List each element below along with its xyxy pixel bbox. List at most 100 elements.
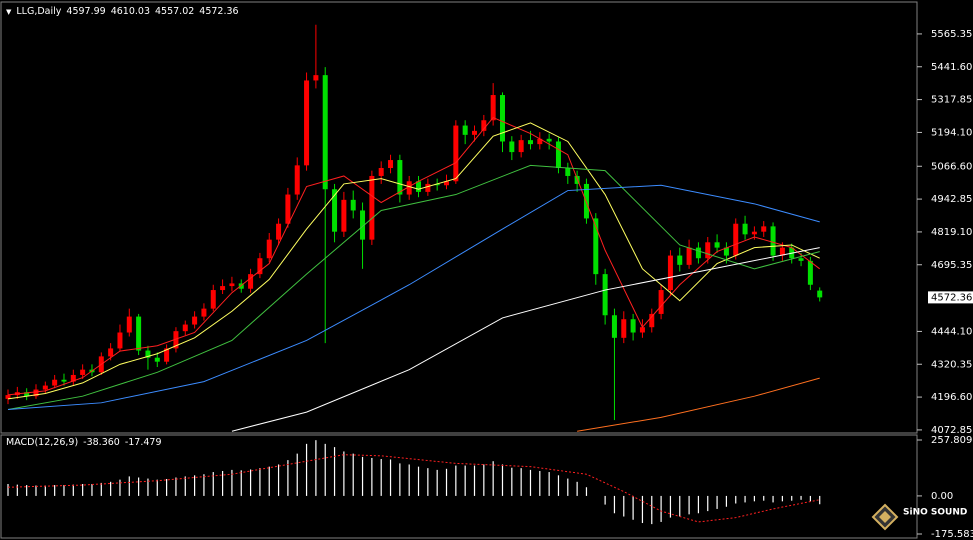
candle-body: [70, 374, 76, 382]
candle-body: [80, 369, 86, 375]
menu-arrow[interactable]: ▼: [6, 8, 12, 16]
candle-body: [117, 332, 123, 349]
y-tick-label: 257.809: [931, 435, 972, 446]
candle-body: [621, 319, 627, 338]
y-tick-label: 4320.35: [931, 359, 972, 370]
candle-body: [667, 255, 673, 291]
symbol: LLG,Daily: [16, 6, 62, 17]
main-frame: [0, 1, 918, 434]
candle-body: [444, 181, 450, 186]
candle-body: [406, 181, 412, 195]
candle-body: [220, 286, 226, 291]
watermark-logo: [871, 503, 899, 531]
y-tick-label: 4072.85: [931, 425, 972, 436]
moving-line: [7, 164, 820, 410]
candle-body: [677, 255, 683, 265]
candle-body: [397, 160, 403, 195]
y-tick-label: 4196.60: [931, 392, 972, 403]
candle-body: [742, 223, 748, 235]
y-tick-label: 5066.60: [931, 161, 972, 172]
candle-body: [61, 379, 67, 382]
candle-body: [723, 247, 729, 256]
candle-body: [369, 175, 375, 240]
candle-body: [779, 247, 785, 256]
candle-body: [322, 75, 328, 190]
ohlc-low: 4557.02: [155, 6, 195, 17]
candle-body: [266, 239, 272, 259]
y-tick-label: 4942.85: [931, 194, 972, 205]
ohlc-high: 4610.03: [110, 6, 150, 17]
candle-body: [462, 125, 468, 135]
candle-body: [695, 247, 701, 259]
candle-body: [285, 194, 291, 224]
candle-body: [304, 80, 310, 166]
y-tick-label: -175.583: [931, 529, 973, 540]
macd-title: MACD(12,26,9): [6, 437, 79, 448]
candle-body: [546, 138, 552, 142]
candle-body: [490, 95, 496, 121]
candle-body: [649, 313, 655, 328]
candle-body: [201, 308, 207, 317]
candle-body: [770, 226, 776, 256]
candle-body: [537, 138, 543, 145]
price-tag-box: [928, 291, 973, 304]
candle-body: [238, 283, 244, 289]
candle-body: [751, 231, 757, 235]
candle-body: [294, 165, 300, 195]
candle-body: [341, 199, 347, 232]
candle-body: [518, 140, 524, 153]
candle-body: [108, 348, 114, 357]
main-header: ▼ LLG,Daily 4597.99 4610.03 4557.02 4572.36: [6, 6, 244, 17]
candle-body: [229, 283, 235, 287]
macd-value: -38.360: [83, 437, 120, 448]
candle-body: [126, 316, 132, 333]
moving-line: [231, 247, 820, 432]
candle-body: [565, 168, 571, 176]
y-tick-label: 5441.60: [931, 62, 972, 73]
candle-body: [630, 319, 636, 333]
candle-body: [378, 168, 384, 176]
candle-body: [24, 392, 30, 397]
candle-body: [42, 385, 48, 390]
ohlc-close: 4572.36: [199, 6, 239, 17]
y-tick-label: 4819.10: [931, 227, 972, 238]
y-tick-label: 0.00: [931, 491, 953, 502]
price-tag: 4572.36: [931, 292, 972, 303]
candle-body: [164, 348, 170, 362]
candle-body: [453, 125, 459, 182]
candle-body: [416, 181, 422, 192]
candle-body: [313, 75, 319, 81]
candle-body: [52, 379, 58, 386]
candle-body: [714, 242, 720, 248]
candle-body: [555, 141, 561, 169]
candle-body: [593, 218, 599, 275]
candle-body: [499, 95, 505, 142]
candle-body: [798, 258, 804, 261]
candle-body: [733, 223, 739, 256]
candle-body: [33, 389, 39, 397]
candle-body: [658, 290, 664, 314]
candle-body: [425, 183, 431, 192]
candle-body: [173, 331, 179, 349]
candle-body: [807, 260, 813, 285]
candle-body: [276, 223, 282, 240]
candle-body: [154, 357, 160, 362]
candle-body: [639, 327, 645, 333]
candle-body: [5, 395, 11, 399]
candle-body: [332, 189, 338, 232]
watermark: SiNO SOUND: [903, 508, 967, 518]
ohlc-open: 4597.99: [66, 6, 106, 17]
candle-body: [350, 199, 356, 211]
moving-line: [7, 122, 820, 400]
signal-value: -17.479: [124, 437, 162, 448]
candle-body: [705, 242, 711, 259]
y-tick-label: 5565.35: [931, 29, 972, 40]
y-tick-label: 5317.85: [931, 95, 972, 106]
candle-body: [611, 315, 617, 338]
y-tick-label: 4444.10: [931, 326, 972, 337]
moving-line: [7, 116, 821, 396]
candle-body: [248, 274, 254, 289]
candle-body: [481, 120, 487, 131]
